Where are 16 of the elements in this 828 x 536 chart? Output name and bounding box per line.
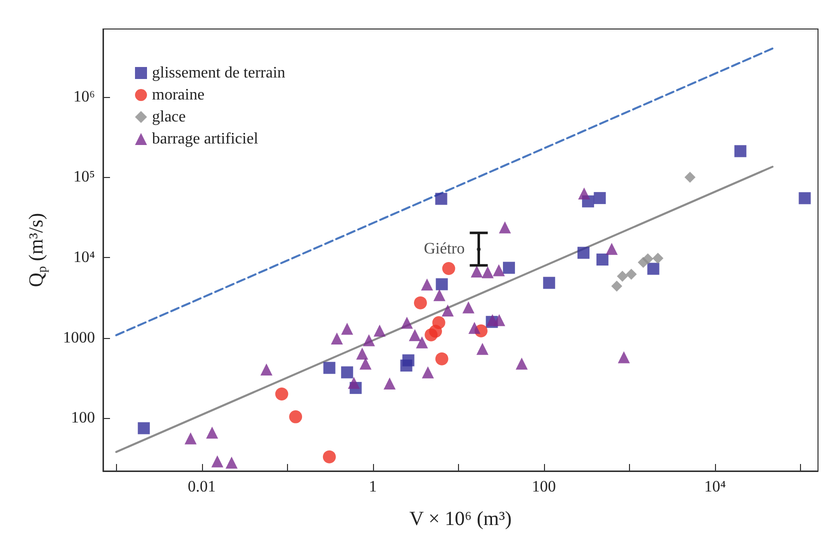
x-tick-label: 0.01 — [188, 478, 216, 496]
y-tick-label: 100 — [71, 410, 95, 427]
x-axis-title: V × 10⁶ (m³) — [409, 508, 512, 530]
y-tick-label: 10⁵ — [73, 168, 95, 186]
y-axis-title: Qp (m³/s) — [26, 212, 49, 288]
y-tick-label: 10⁶ — [73, 88, 95, 106]
legend-label: barrage artificiel — [152, 130, 259, 148]
x-tick-label: 10⁴ — [704, 478, 726, 496]
annotation: Giétro — [424, 240, 465, 258]
y-tick-label: 10⁴ — [73, 249, 96, 266]
x-tick-label: 1 — [368, 478, 377, 496]
x-tick-label: 100 — [532, 478, 556, 496]
y-tick-label: 1000 — [63, 329, 95, 346]
legend-label: glissement de terrain — [152, 64, 286, 82]
legend-label: glace — [152, 108, 186, 126]
legend-label: moraine — [152, 86, 204, 104]
